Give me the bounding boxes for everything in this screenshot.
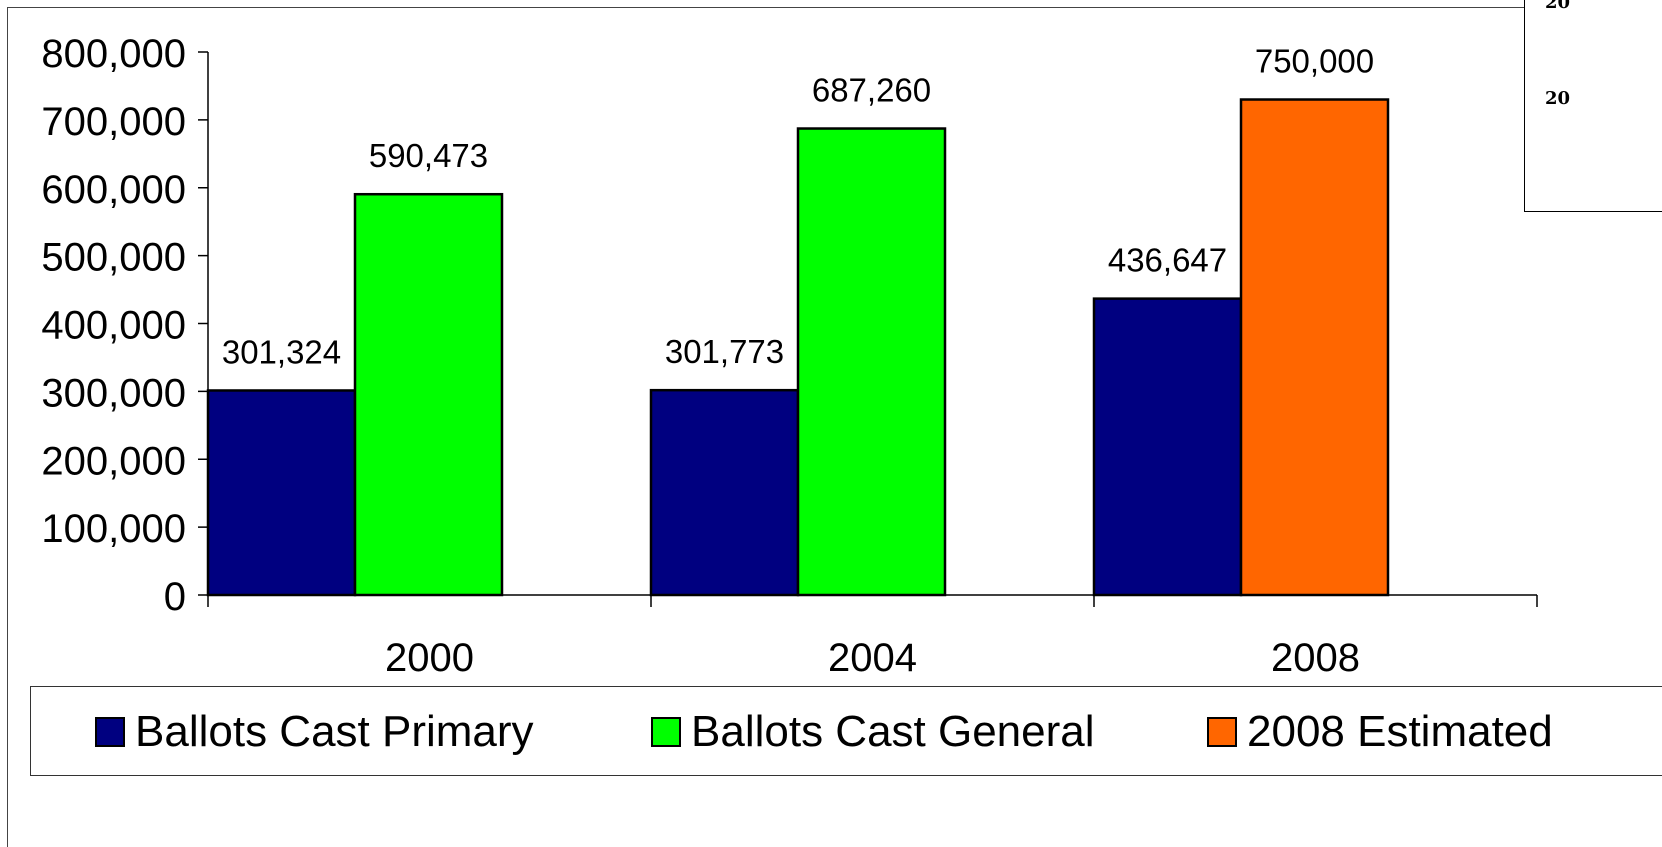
legend-swatch-general [651,717,681,747]
legend-item-estimated: 2008 Estimated [1207,707,1553,757]
chart-plot: 0 100,000 200,000 300,000 400,000 500,000 600,… [41,32,1538,680]
data-label-ballots-cast-general: 687,260 [812,72,931,109]
inset-text-1: 20 [1545,0,1571,13]
legend-swatch-estimated [1207,717,1237,747]
legend-label-estimated: 2008 Estimated [1247,707,1553,756]
y-tick-label: 200,000 [41,439,186,483]
y-tick-label: 600,000 [41,168,186,212]
bar-ballots-cast-general [796,127,947,597]
y-tick-label: 100,000 [41,507,186,551]
y-tick-label: 300,000 [41,371,186,415]
x-tick-label: 2008 [1271,636,1360,680]
legend: Ballots Cast Primary Ballots Cast Genera… [30,686,1662,776]
bar-ballots-cast-primary [1092,297,1243,597]
bar-ballots-cast-primary [206,389,357,597]
legend-label-primary: Ballots Cast Primary [135,707,534,756]
data-label-ballots-cast-primary: 301,324 [222,333,341,370]
y-tick-label: 700,000 [41,100,186,144]
y-tick-label: 0 [164,575,186,619]
x-tick-label: 2000 [385,636,474,680]
partial-inset-box: 20 20 [1524,0,1662,212]
legend-item-primary: Ballots Cast Primary [95,707,534,757]
inset-text-2: 20 [1545,88,1571,109]
data-label-ballots-cast-primary: 301,773 [665,333,784,370]
data-label-2008-estimated: 750,000 [1255,43,1374,80]
legend-item-general: Ballots Cast General [651,707,1095,757]
y-tick-label: 400,000 [41,304,186,348]
legend-swatch-primary [95,717,125,747]
bar-2008-estimated [1239,98,1390,597]
bar-ballots-cast-general [353,192,504,597]
y-tick-label: 800,000 [41,32,186,76]
bar-ballots-cast-primary [649,388,800,597]
chart-frame [7,7,1662,847]
data-label-ballots-cast-primary: 436,647 [1108,242,1227,279]
legend-label-general: Ballots Cast General [691,707,1095,756]
y-tick-label: 500,000 [41,236,186,280]
data-label-ballots-cast-general: 590,473 [369,137,488,174]
x-tick-label: 2004 [828,636,917,680]
